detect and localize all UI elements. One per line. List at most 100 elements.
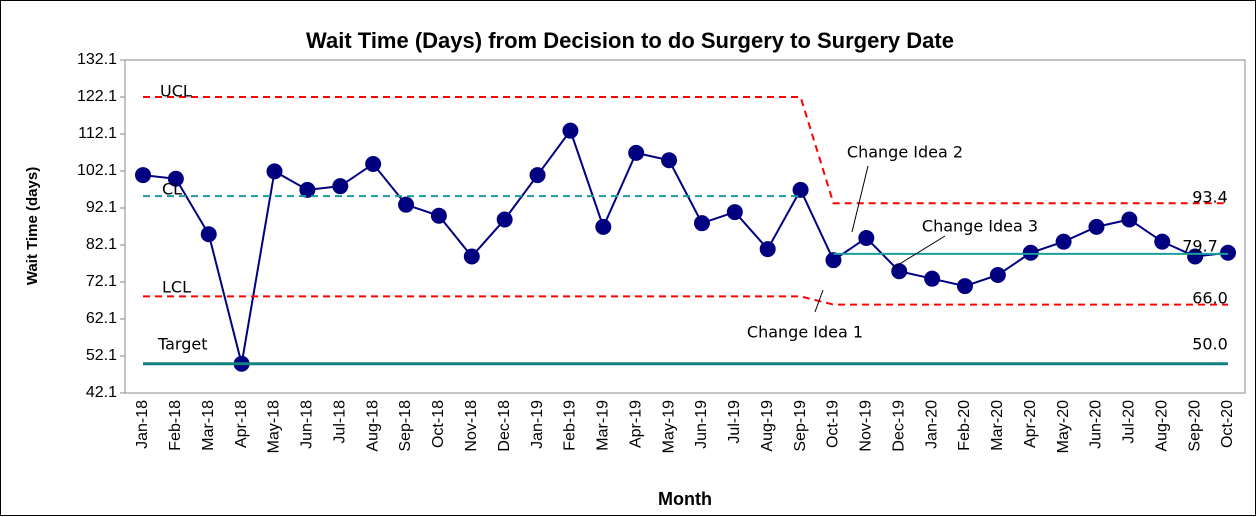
series-label: UCL (160, 82, 192, 101)
x-tick-label: May-19 (660, 400, 677, 453)
annotation-pointer (814, 289, 824, 313)
data-point (167, 170, 184, 187)
x-axis-label: Month (658, 489, 712, 509)
x-tick-label: Apr-18 (233, 400, 250, 448)
annotation: 93.4 (1192, 188, 1228, 207)
x-tick-label: Jul-18 (331, 400, 348, 444)
data-point (365, 155, 382, 172)
data-point (595, 218, 612, 235)
data-point (299, 181, 316, 198)
data-point (792, 181, 809, 198)
x-tick-label: Jul-20 (1121, 400, 1138, 444)
data-point (1022, 244, 1039, 261)
annotation: 66.0 (1192, 289, 1228, 308)
data-point (266, 163, 283, 180)
y-tick-label: 42.1 (86, 384, 117, 401)
x-tick-label: Jul-19 (726, 400, 743, 444)
annotation-pointer (892, 235, 946, 269)
x-tick-label: Apr-20 (1022, 400, 1039, 448)
annotation: 79.7 (1182, 237, 1218, 256)
chart-title: Wait Time (Days) from Decision to do Sur… (306, 28, 954, 53)
series-label: LCL (162, 278, 191, 297)
x-tick-label: Nov-18 (463, 400, 480, 452)
data-point (628, 144, 645, 161)
data-point (661, 152, 678, 169)
x-tick-label: Feb-19 (562, 400, 579, 451)
data-point (726, 204, 743, 221)
data-point (562, 122, 579, 139)
x-tick-label: Nov-19 (858, 400, 875, 452)
series-line (142, 128, 1229, 365)
series-label: CL (162, 180, 182, 199)
data-point (463, 248, 480, 265)
x-tick-label: Oct-18 (430, 400, 447, 448)
data-point (200, 226, 217, 243)
data-point (1088, 218, 1105, 235)
x-tick-label: Oct-19 (825, 400, 842, 448)
series-label: Target (157, 335, 208, 354)
x-tick-label: Mar-20 (989, 400, 1006, 451)
x-tick-label: Sep-19 (792, 400, 809, 452)
y-tick-label: 72.1 (86, 273, 117, 290)
x-tick-label: Dec-18 (496, 400, 513, 452)
x-tick-label: Jan-20 (923, 400, 940, 449)
x-tick-label: Apr-19 (627, 400, 644, 448)
data-point (924, 270, 941, 287)
data-point (858, 229, 875, 246)
plot-area (124, 59, 1246, 394)
series-line (143, 295, 1228, 306)
x-tick-label: Feb-20 (956, 400, 973, 451)
data-point (1121, 211, 1138, 228)
x-tick-label: Jun-19 (693, 400, 710, 449)
data-point (759, 241, 776, 258)
x-tick-label: Oct-20 (1219, 400, 1236, 448)
y-tick-label: 62.1 (86, 310, 117, 327)
annotation-pointer (851, 165, 869, 233)
annotation: 50.0 (1192, 335, 1228, 354)
x-tick-label: May-20 (1055, 400, 1072, 453)
data-point (430, 207, 447, 224)
x-tick-label: Jun-20 (1088, 400, 1105, 449)
x-tick-label: May-18 (266, 400, 283, 453)
x-tick-label: Sep-18 (397, 400, 414, 452)
y-tick-label: 112.1 (78, 125, 117, 142)
x-tick-label: Feb-18 (167, 400, 184, 451)
y-tick-label: 82.1 (86, 236, 117, 253)
series-line (143, 96, 1228, 205)
data-point (891, 263, 908, 280)
y-tick-label: 52.1 (86, 347, 117, 364)
y-tick-label: 132.1 (77, 51, 117, 68)
x-tick-label: Mar-19 (595, 400, 612, 451)
x-tick-label: Jan-19 (529, 400, 546, 449)
data-point (1055, 233, 1072, 250)
data-point (989, 266, 1006, 283)
y-tick-label: 122.1 (77, 88, 117, 105)
data-point (135, 167, 151, 184)
y-axis-label: Wait Time (days) (24, 167, 41, 285)
x-tick-label: Sep-20 (1186, 400, 1203, 452)
data-point (1154, 233, 1171, 250)
data-point (496, 211, 513, 228)
x-tick-label: Aug-18 (364, 400, 381, 452)
data-point (825, 252, 842, 269)
x-tick-label: Aug-19 (759, 400, 776, 452)
y-tick-label: 102.1 (77, 162, 117, 179)
annotation: Change Idea 3 (922, 217, 1038, 236)
data-point (1220, 244, 1236, 261)
y-tick-label: 92.1 (86, 199, 117, 216)
annotation: Change Idea 1 (747, 323, 863, 342)
x-tick-label: Jun-18 (299, 400, 316, 449)
data-point (332, 178, 349, 195)
data-point (398, 196, 415, 213)
data-point (956, 278, 973, 295)
data-point (1187, 248, 1204, 265)
x-tick-label: Jan-18 (134, 400, 151, 449)
x-tick-label: Dec-19 (890, 400, 907, 452)
x-tick-label: Mar-18 (200, 400, 217, 451)
annotation: Change Idea 2 (847, 143, 963, 162)
data-point (529, 167, 546, 184)
x-tick-label: Aug-20 (1153, 400, 1170, 452)
data-point (693, 215, 710, 232)
